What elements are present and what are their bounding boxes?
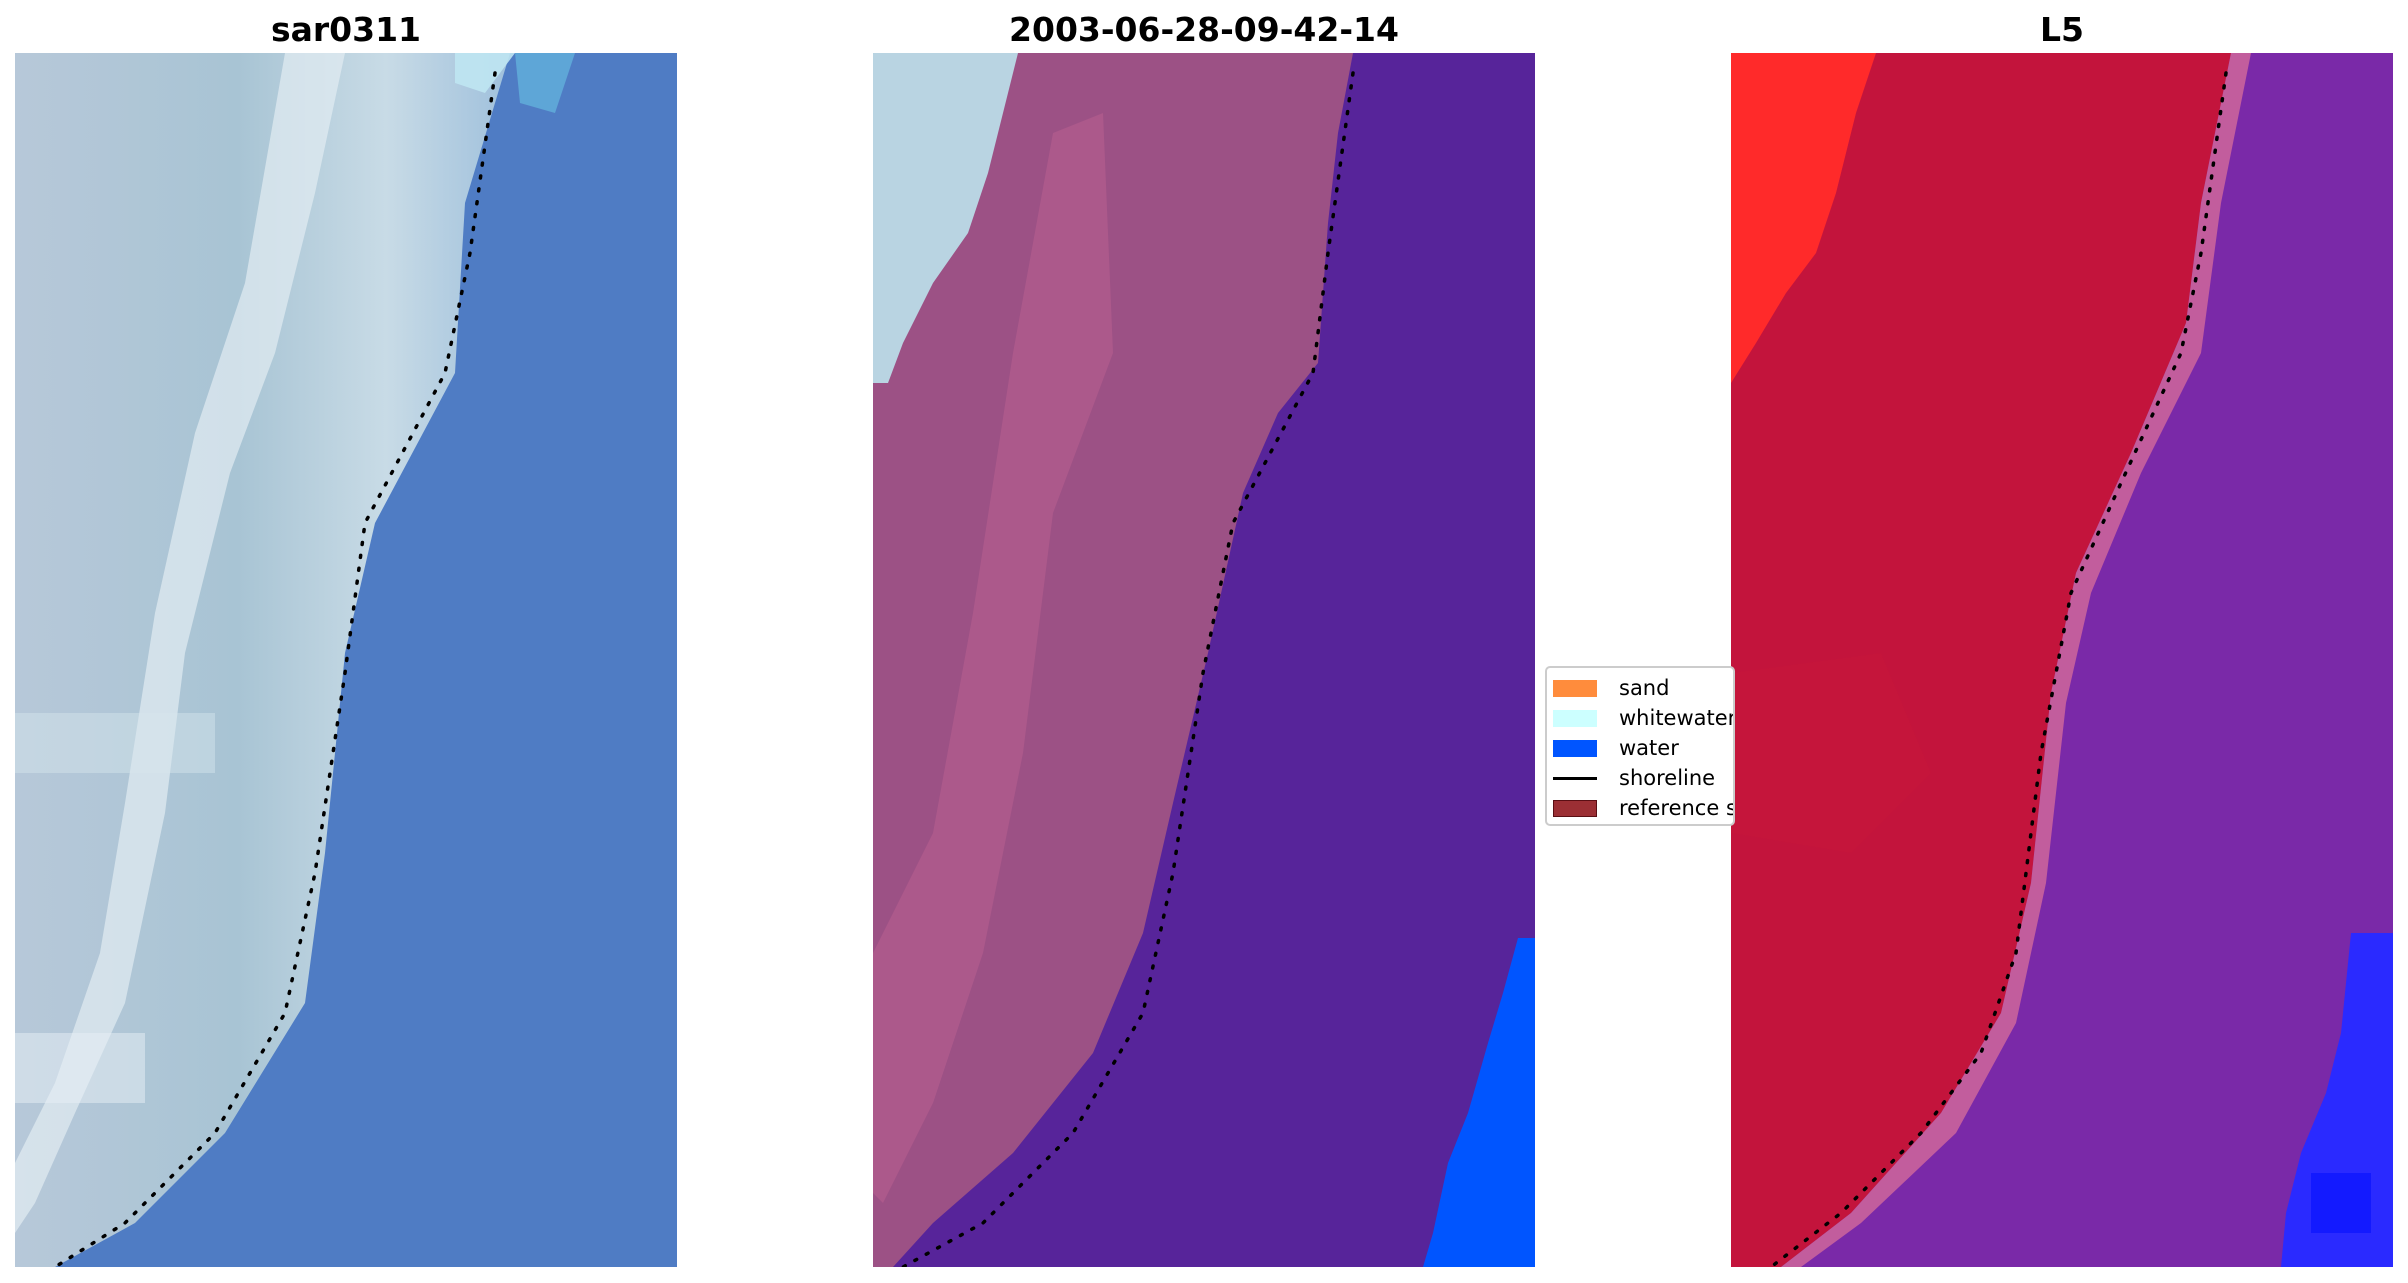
legend-item-water: water — [1553, 734, 1679, 762]
legend-item-reference: reference s — [1553, 794, 1735, 822]
legend-label: shoreline — [1619, 766, 1716, 790]
shoreline-line-icon — [1553, 776, 1597, 780]
legend-label: water — [1619, 736, 1679, 760]
panel-title-classified: 2003-06-28-09-42-14 — [1009, 10, 1399, 49]
legend-item-sand: sand — [1553, 674, 1669, 702]
panel-title-rgb: sar0311 — [270, 10, 422, 49]
panel-title-index: L5 — [2040, 10, 2084, 49]
classified-image — [873, 53, 1535, 1267]
classified-image-panel — [873, 53, 1535, 1267]
index-image — [1731, 53, 2393, 1267]
water-swatch-icon — [1553, 739, 1597, 757]
legend-label: whitewater — [1619, 706, 1735, 730]
rgb-image — [15, 53, 677, 1267]
reference-swatch-icon — [1553, 799, 1597, 817]
rgb-image-panel — [15, 53, 677, 1267]
legend-label: sand — [1619, 676, 1670, 700]
legend: sand whitewater water shoreline referenc… — [1545, 666, 1735, 826]
whitewater-swatch-icon — [1553, 709, 1597, 727]
legend-label: reference s — [1619, 796, 1735, 820]
legend-item-shoreline: shoreline — [1553, 764, 1715, 792]
sand-swatch-icon — [1553, 679, 1597, 697]
index-image-panel — [1731, 53, 2393, 1267]
legend-item-whitewater: whitewater — [1553, 704, 1735, 732]
